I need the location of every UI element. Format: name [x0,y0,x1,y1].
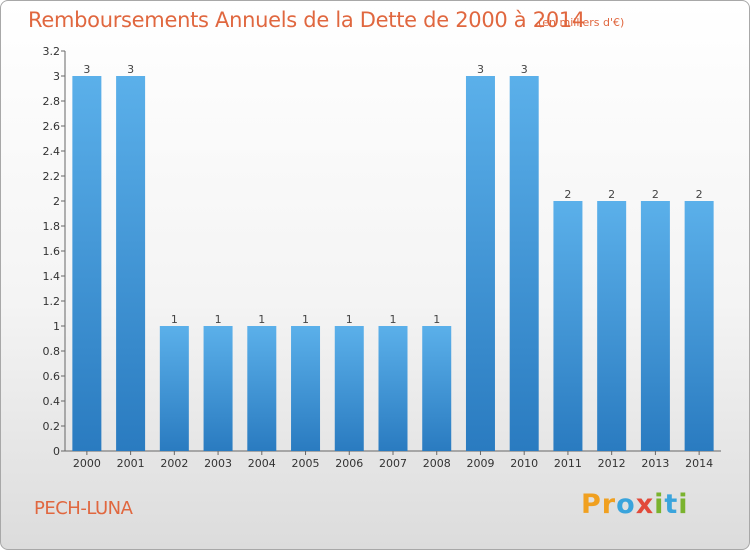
data-label: 3 [477,63,484,76]
y-tick-label: 0 [53,445,60,458]
bar-2006 [334,326,364,451]
bar-2005 [291,326,321,451]
chart-title: Remboursements Annuels de la Dette de 20… [28,8,585,32]
x-tick-label: 2002 [160,457,188,470]
x-tick-label: 2014 [685,457,713,470]
place-name: PECH-LUNA [34,498,133,519]
bar-2013 [640,201,670,451]
x-tick-label: 2000 [73,457,101,470]
data-label: 3 [521,63,528,76]
bar-2001 [116,76,146,451]
y-tick-label: 2.8 [43,95,61,108]
chart-axes: 0 0.2 0.4 0.6 0.8 1 1.2 1.4 1.6 1.8 2 2.2 2.4 2.6 2.8 3… [43,45,721,470]
data-label: 3 [83,63,90,76]
data-label: 2 [564,188,571,201]
y-tick-label: 0.2 [43,420,61,433]
x-tick-label: 2005 [292,457,320,470]
data-label: 1 [302,313,309,326]
bar-2009 [465,76,495,451]
y-tick-label: 0.8 [43,345,61,358]
y-tick-label: 3 [53,70,60,83]
x-tick-label: 2010 [510,457,538,470]
bar-series [72,76,714,451]
y-tick-label: 1.8 [43,220,61,233]
y-tick-label: 2.2 [43,170,61,183]
x-tick-label: 2008 [423,457,451,470]
x-tick-label: 2004 [248,457,276,470]
y-tick-label: 2.4 [43,145,61,158]
data-label: 1 [433,313,440,326]
bar-2010 [509,76,539,451]
y-tick-label: 1.6 [43,245,61,258]
proxiti-logo: Proxiti [581,489,689,520]
y-tick-label: 0.6 [43,370,61,383]
chart-unit-subtitle: (en milliers d'€) [538,16,625,29]
bar-2002 [159,326,189,451]
data-label: 1 [258,313,265,326]
data-label: 1 [390,313,397,326]
bar-2011 [553,201,583,451]
data-label: 1 [215,313,222,326]
x-tick-label: 2012 [598,457,626,470]
x-tick-label: 2003 [204,457,232,470]
x-tick-label: 2013 [641,457,669,470]
x-tick-label: 2007 [379,457,407,470]
data-label: 2 [608,188,615,201]
y-tick-label: 1 [53,320,60,333]
x-tick-label: 2006 [335,457,363,470]
y-tick-label: 1.4 [43,270,61,283]
y-tick-label: 2.6 [43,120,61,133]
bar-2008 [422,326,452,451]
data-label: 1 [171,313,178,326]
bar-2003 [203,326,233,451]
data-label: 2 [652,188,659,201]
bar-2004 [247,326,277,451]
y-tick-label: 3.2 [43,45,61,58]
data-label: 3 [127,63,134,76]
bar-2000 [72,76,102,451]
bar-2012 [597,201,627,451]
data-label: 2 [696,188,703,201]
x-tick-label: 2009 [466,457,494,470]
data-label: 1 [346,313,353,326]
bar-2007 [378,326,408,451]
bar-2014 [684,201,714,451]
data-labels: 3 3 1 1 1 1 1 1 1 3 3 2 2 2 2 [83,63,702,326]
x-tick-label: 2001 [117,457,145,470]
y-tick-label: 2 [53,195,60,208]
y-tick-label: 0.4 [43,395,61,408]
x-tick-label: 2011 [554,457,582,470]
y-tick-label: 1.2 [43,295,61,308]
